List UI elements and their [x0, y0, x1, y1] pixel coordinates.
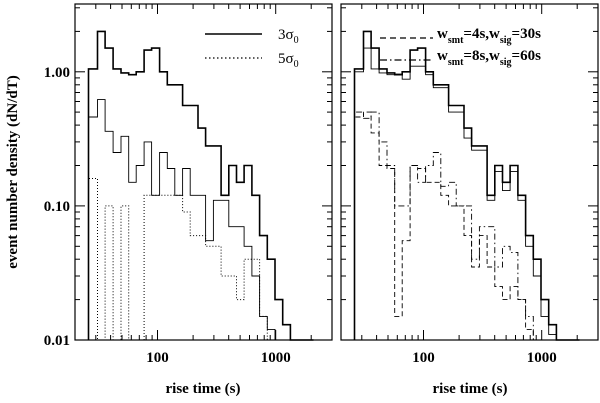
right-plot-frame	[340, 3, 599, 341]
right-x-tick-label: 1000	[527, 350, 557, 366]
right-legend: wsmt=4s,wsig=30s wsmt=8s,wsig=60s	[380, 26, 541, 68]
left-x-tick-label: 100	[146, 350, 169, 366]
right-x-axis-label: rise time (s)	[433, 381, 508, 397]
right-panel: 100 1000 rise time (s) wsmt=4s,wsig=30s w…	[340, 3, 599, 397]
right-series-3-line	[354, 111, 580, 341]
legend-label-3sigma: 3σ0	[278, 27, 299, 46]
left-panel: 100 1000 0.01 0.10 1.00 rise time (s) event …	[5, 3, 333, 397]
left-legend: 3σ0 5σ0	[205, 27, 299, 70]
legend-label-8s-60s: wsmt=8s,wsig=60s	[437, 48, 541, 68]
left-series-1-line	[87, 30, 314, 341]
legend-label-4s-30s: wsmt=4s,wsig=30s	[437, 26, 541, 46]
right-series-2-line	[354, 47, 580, 341]
right-series-4-line	[354, 111, 580, 341]
y-tick-label: 0.01	[44, 333, 70, 349]
left-series-3-line	[88, 178, 314, 341]
left-series-group	[87, 30, 314, 341]
left-axis-ticks: 100 1000 0.01 0.10 1.00	[44, 4, 333, 366]
legend-label-5sigma: 5σ0	[278, 51, 299, 70]
left-plot-frame	[74, 3, 333, 341]
right-series-1-line	[353, 30, 580, 341]
y-axis-label: event number density (dN/dT)	[5, 75, 21, 269]
left-series-2-line	[88, 99, 314, 341]
left-x-axis-label: rise time (s)	[166, 381, 241, 397]
right-x-tick-label: 100	[412, 350, 435, 366]
left-x-tick-label: 1000	[261, 350, 291, 366]
y-tick-label: 1.00	[44, 65, 70, 81]
right-axis-ticks: 100 1000	[340, 4, 599, 366]
right-series-group	[353, 30, 580, 341]
y-tick-label: 0.10	[44, 199, 70, 215]
